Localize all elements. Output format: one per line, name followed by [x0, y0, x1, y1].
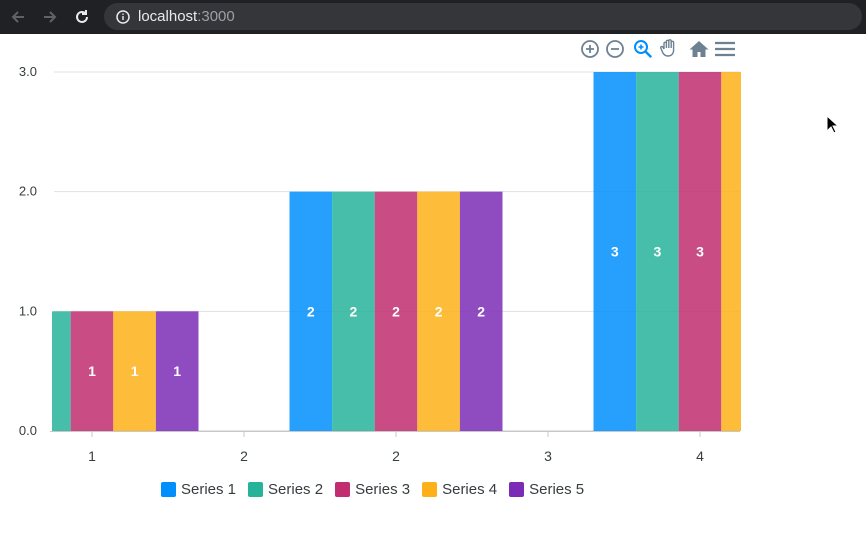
legend-swatch	[422, 481, 438, 497]
back-button[interactable]	[6, 5, 30, 29]
data-label: 1	[173, 363, 181, 379]
x-tick-label: 2	[240, 448, 248, 464]
bar[interactable]	[721, 72, 741, 431]
reset-home-icon	[689, 41, 709, 57]
bar[interactable]	[332, 191, 375, 431]
bar[interactable]	[155, 311, 199, 431]
legend-label: Series 1	[181, 480, 237, 498]
info-icon	[116, 9, 130, 24]
zoom-in-icon	[581, 40, 599, 58]
reload-icon	[76, 10, 88, 23]
bar[interactable]	[289, 191, 333, 431]
legend-label: Series 3	[355, 480, 411, 498]
legend-item[interactable]: Series 3	[335, 481, 410, 498]
x-tick-label: 1	[88, 448, 96, 464]
url-port: :3000	[197, 8, 235, 25]
data-label: 3	[654, 244, 662, 260]
zoom-out-button[interactable]	[604, 38, 626, 60]
legend-item[interactable]: Series 1	[161, 481, 236, 498]
reload-button[interactable]	[70, 5, 94, 29]
data-label: 2	[477, 303, 485, 319]
bar[interactable]	[417, 191, 460, 431]
back-arrow-icon	[11, 11, 24, 23]
data-label: 1	[131, 363, 139, 379]
reset-zoom-button[interactable]	[688, 38, 710, 60]
bar[interactable]	[636, 72, 679, 431]
zoom-in-button[interactable]	[579, 38, 601, 60]
chart-legend: Series 1 Series 2 Series 3 Series 4 Series 5	[161, 478, 596, 500]
forward-button[interactable]	[38, 5, 62, 29]
selection-zoom-icon	[634, 40, 652, 58]
data-label: 3	[696, 244, 704, 260]
data-label: 2	[350, 303, 358, 319]
pan-icon	[660, 39, 675, 57]
x-tick-label: 2	[392, 448, 400, 464]
legend-item[interactable]: Series 4	[422, 481, 497, 498]
y-tick-label: 3.0	[19, 64, 37, 79]
x-tick-label: 3	[544, 448, 552, 464]
url-text: localhost:3000	[138, 8, 235, 25]
x-tick-label: 4	[696, 448, 704, 464]
legend-swatch	[161, 481, 176, 497]
data-label: 2	[307, 303, 315, 319]
y-tick-label: 1.0	[19, 303, 37, 318]
legend-swatch	[509, 481, 525, 497]
menu-icon	[715, 41, 735, 57]
data-label: 2	[392, 303, 400, 319]
pan-button[interactable]	[658, 37, 680, 59]
y-tick-label: 2.0	[19, 184, 37, 199]
legend-label: Series 4	[442, 480, 498, 498]
browser-toolbar: localhost:3000	[0, 0, 866, 34]
legend-label: Series 2	[268, 480, 324, 498]
bar[interactable]	[70, 311, 114, 431]
url-host: localhost	[138, 8, 198, 25]
data-label: 3	[611, 244, 619, 260]
y-tick-label: 0.0	[19, 423, 37, 438]
bar[interactable]	[113, 311, 156, 431]
bar[interactable]	[678, 72, 722, 431]
legend-label: Series 5	[529, 480, 585, 498]
forward-arrow-icon	[44, 11, 57, 23]
legend-swatch	[335, 481, 351, 497]
legend-item[interactable]: Series 5	[509, 481, 584, 498]
bar[interactable]	[374, 191, 418, 431]
zoom-out-icon	[606, 40, 624, 58]
legend-item[interactable]: Series 2	[248, 481, 323, 498]
selection-zoom-button[interactable]	[632, 38, 654, 60]
bar[interactable]	[52, 311, 71, 431]
address-bar[interactable]: localhost:3000	[104, 3, 862, 30]
bar-chart: 0.0 1.0 2.0 3.0 2 3 2 3 1 2 3 1 2 1 2 1 2 2 3 4	[19, 64, 741, 464]
menu-button[interactable]	[714, 38, 736, 60]
bar[interactable]	[593, 72, 637, 431]
data-label: 1	[88, 363, 96, 379]
bar[interactable]	[459, 191, 503, 431]
legend-swatch	[248, 481, 264, 497]
mouse-cursor-icon	[826, 115, 840, 134]
data-label: 2	[435, 303, 443, 319]
